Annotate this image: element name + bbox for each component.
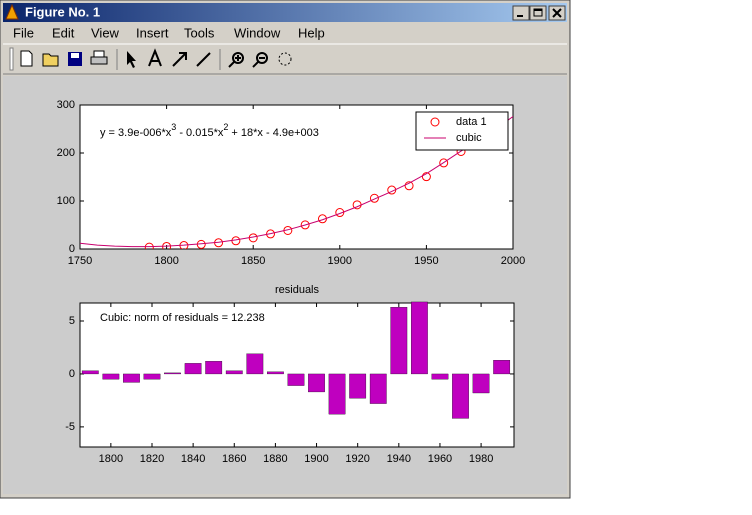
zoom-out-button[interactable] bbox=[252, 52, 268, 68]
menu-item[interactable]: View bbox=[91, 25, 120, 40]
x-tick-label: 1940 bbox=[387, 453, 411, 465]
menu-item[interactable]: Tools bbox=[184, 25, 215, 40]
y-tick-label: 300 bbox=[57, 99, 75, 111]
save-button[interactable] bbox=[68, 52, 82, 66]
y-tick-label: 100 bbox=[57, 195, 75, 207]
x-tick-label: 1860 bbox=[222, 453, 246, 465]
equation-part: + 18*x - 4.9e+003 bbox=[228, 127, 319, 139]
superscript: 2 bbox=[223, 122, 228, 132]
bar bbox=[452, 373, 469, 419]
superscript: 3 bbox=[171, 122, 176, 132]
legend-label: data 1 bbox=[456, 116, 487, 128]
annotation: Cubic: norm of residuals = 12.238 bbox=[100, 312, 265, 324]
menu-item[interactable]: Insert bbox=[136, 25, 169, 40]
print-button[interactable] bbox=[90, 50, 108, 65]
bar bbox=[431, 373, 449, 380]
y-tick-label: -5 bbox=[65, 421, 75, 433]
x-tick-label: 1840 bbox=[181, 453, 205, 465]
x-tick-label: 1960 bbox=[428, 453, 452, 465]
equation-part: - 0.015*x bbox=[176, 127, 224, 139]
bar bbox=[81, 370, 99, 375]
bar bbox=[267, 371, 284, 375]
toolbar bbox=[9, 47, 292, 71]
select-button[interactable] bbox=[127, 51, 136, 68]
bar bbox=[123, 373, 140, 383]
bar bbox=[143, 373, 161, 380]
bar bbox=[184, 363, 202, 375]
data-point bbox=[404, 181, 414, 191]
bar bbox=[472, 373, 490, 394]
close-button[interactable] bbox=[548, 5, 566, 21]
open-button[interactable] bbox=[42, 53, 59, 67]
zoom-in-button[interactable] bbox=[228, 52, 244, 68]
x-tick-label: 1920 bbox=[345, 453, 369, 465]
text-button[interactable] bbox=[148, 48, 162, 67]
rotate-button[interactable] bbox=[278, 52, 292, 66]
y-tick-label: 200 bbox=[57, 147, 75, 159]
x-tick-label: 1880 bbox=[263, 453, 287, 465]
bar bbox=[225, 370, 243, 375]
legend-marker bbox=[430, 117, 440, 127]
menu-item[interactable]: Edit bbox=[52, 25, 75, 40]
legend-box bbox=[415, 111, 509, 151]
legend-label: cubic bbox=[456, 132, 482, 144]
maximize-button[interactable] bbox=[529, 5, 547, 21]
menu-item[interactable]: File bbox=[13, 25, 34, 40]
fit-line bbox=[80, 116, 513, 248]
x-tick-label: 1900 bbox=[304, 453, 328, 465]
app-icon bbox=[5, 3, 19, 20]
x-tick-label: 1950 bbox=[414, 255, 438, 267]
x-tick-label: 1750 bbox=[68, 255, 92, 267]
bar bbox=[308, 373, 325, 393]
x-tick-label: 2000 bbox=[501, 255, 525, 267]
data-point bbox=[439, 158, 449, 168]
bar bbox=[246, 353, 264, 375]
menu-item[interactable]: Help bbox=[298, 25, 325, 40]
bar bbox=[102, 373, 120, 380]
bar bbox=[328, 373, 346, 415]
x-tick-label: 1800 bbox=[99, 453, 123, 465]
data-point bbox=[300, 220, 310, 230]
bar bbox=[390, 307, 408, 375]
bar bbox=[411, 301, 428, 375]
x-tick-label: 1980 bbox=[469, 453, 493, 465]
data-point bbox=[144, 242, 154, 249]
menu-item[interactable]: Window bbox=[234, 25, 281, 40]
bar bbox=[164, 372, 181, 375]
x-tick-label: 1800 bbox=[154, 255, 178, 267]
menu-bar: File Edit View Insert Tools Window Help bbox=[13, 25, 325, 40]
new-button[interactable] bbox=[20, 50, 33, 67]
x-tick-label: 1900 bbox=[328, 255, 352, 267]
bar bbox=[349, 373, 367, 399]
arrow-button[interactable] bbox=[172, 52, 187, 67]
y-tick-label: 5 bbox=[69, 315, 75, 327]
x-tick-label: 1850 bbox=[241, 255, 265, 267]
data-point bbox=[369, 193, 379, 203]
data-point bbox=[335, 208, 345, 218]
title-bar bbox=[3, 3, 567, 22]
minimize-button[interactable] bbox=[512, 5, 530, 21]
bar bbox=[205, 361, 223, 375]
bar bbox=[369, 373, 387, 404]
window-title: Figure No. 1 bbox=[25, 4, 100, 19]
y-tick-label: 0 bbox=[69, 243, 75, 255]
x-tick-label: 1820 bbox=[140, 453, 164, 465]
bar bbox=[493, 360, 511, 375]
data-point bbox=[421, 172, 431, 182]
y-tick-label: 0 bbox=[69, 368, 75, 380]
bar bbox=[287, 373, 305, 386]
equation: y = 3.9e-006*x3 - 0.015*x2 + 18*x - 4.9e… bbox=[100, 122, 319, 139]
chart-title: residuals bbox=[275, 284, 320, 296]
equation-part: y = 3.9e-006*x bbox=[100, 127, 172, 139]
line-button[interactable] bbox=[196, 52, 211, 67]
